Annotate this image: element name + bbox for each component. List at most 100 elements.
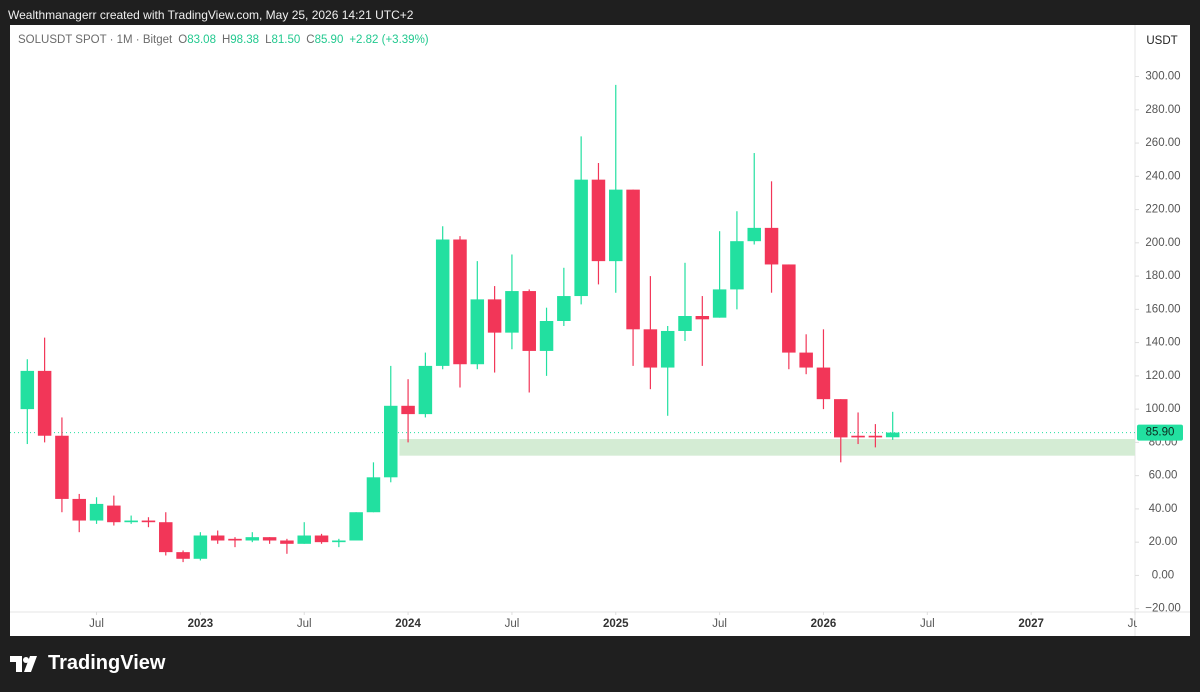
candle-body <box>591 179 606 262</box>
y-tick-label: 220.00 <box>1145 204 1180 216</box>
candle-body <box>487 299 502 333</box>
candle-body <box>747 227 761 242</box>
x-tick-label: 2024 <box>395 618 421 630</box>
candle-body <box>539 320 554 351</box>
x-tick-label: Jul <box>920 618 935 630</box>
candle-body <box>678 316 692 331</box>
candle-body <box>712 289 727 318</box>
ohlc-value: 85.90 <box>314 34 344 46</box>
x-tick-label: Jul <box>89 618 104 630</box>
x-tick-label: 2026 <box>811 618 837 630</box>
last-price-label: 85.90 <box>1146 427 1175 439</box>
y-tick-label: 240.00 <box>1145 170 1180 182</box>
time-axis: Jul 2023 Jul 2024 Jul 2025 Jul 2026 Jul 2027 Jul <box>89 612 1143 630</box>
ohlc-item: O83.08 <box>178 34 216 46</box>
price-axis: −20.000.0020.0040.0060.0080.00100.00120.… <box>1135 71 1183 615</box>
y-tick-label: 0.00 <box>1152 569 1174 581</box>
chart-panel <box>10 25 1190 636</box>
candle-body <box>660 330 675 368</box>
candle-body <box>643 329 658 368</box>
candle-body <box>176 552 190 559</box>
candle-body <box>20 370 35 410</box>
ohlc-value: 83.08 <box>187 34 216 46</box>
y-tick-label: 160.00 <box>1145 303 1180 315</box>
candle-body <box>470 299 485 365</box>
footer: TradingView <box>10 652 165 675</box>
candle-body <box>366 477 381 513</box>
y-tick-label: 260.00 <box>1145 137 1180 149</box>
candle-body <box>834 399 848 438</box>
candle-body <box>193 535 208 559</box>
candle-body <box>297 535 311 544</box>
ohlc-item: C85.90 <box>306 34 343 46</box>
ohlc-value: 98.38 <box>230 34 260 46</box>
y-tick-label: 200.00 <box>1145 237 1180 249</box>
brand-logo <box>10 655 37 672</box>
brand-name: TradingView <box>48 652 166 674</box>
candle-body <box>332 540 346 543</box>
legend: SOLUSDT SPOT · 1M · Bitget O83.08 H98.38 L… <box>18 34 429 46</box>
candle-body <box>55 435 69 499</box>
symbol-title: SOLUSDT SPOT · 1M · Bitget <box>18 34 173 46</box>
candle-body <box>851 435 865 438</box>
x-tick-label: Jul <box>505 618 520 630</box>
y-tick-label: 20.00 <box>1149 536 1178 548</box>
candle-body <box>280 540 294 544</box>
ohlc-item: L81.50 <box>265 34 300 46</box>
candle-body <box>695 316 710 320</box>
y-tick-label: 120.00 <box>1145 370 1180 382</box>
currency-label: USDT <box>1146 35 1177 47</box>
candle-body <box>730 241 744 290</box>
y-tick-label: 100.00 <box>1145 403 1180 415</box>
candle-body <box>89 503 104 521</box>
candle-body <box>453 239 467 365</box>
y-tick-label: 300.00 <box>1145 71 1180 83</box>
candle-body <box>609 189 623 262</box>
candle-body <box>435 239 450 366</box>
ohlc-value: +2.82 (+3.39%) <box>349 34 429 46</box>
candle-body <box>349 512 363 541</box>
candle-body <box>314 535 329 543</box>
candle-body <box>868 435 883 438</box>
candle-body <box>799 352 813 368</box>
candle-body <box>384 405 398 478</box>
candle-body <box>228 538 242 541</box>
candle-body <box>505 291 519 333</box>
candle-body <box>522 291 536 351</box>
x-tick-label: Jul <box>712 618 727 630</box>
candle-body <box>816 367 831 400</box>
candle-body <box>37 370 52 436</box>
candle-body <box>885 432 900 438</box>
y-tick-label: 180.00 <box>1145 270 1180 282</box>
candle-body <box>574 179 588 297</box>
y-tick-label: 140.00 <box>1145 337 1180 349</box>
candle-body <box>245 537 260 541</box>
x-tick-label: 2023 <box>188 618 214 630</box>
ohlc-value: 81.50 <box>271 34 301 46</box>
candle-body <box>107 505 121 523</box>
candle-body <box>557 296 571 321</box>
x-tick-label: 2027 <box>1018 618 1044 630</box>
last-price-tag <box>1137 424 1183 441</box>
ohlc-key: O <box>178 34 188 46</box>
x-tick-label: 2025 <box>603 618 629 630</box>
x-tick-label: Jul <box>297 618 312 630</box>
candle-body <box>764 227 779 265</box>
y-tick-label: 40.00 <box>1149 503 1178 515</box>
candle-body <box>782 264 796 353</box>
plot-area <box>10 84 1135 563</box>
candle-body <box>124 520 138 523</box>
ohlc-item: H98.38 <box>222 34 259 46</box>
ohlc-key: C <box>306 34 315 46</box>
x-tick-label: Jul <box>1128 618 1143 630</box>
support-zone <box>399 439 1135 456</box>
y-tick-label: 280.00 <box>1145 104 1180 116</box>
candle-body <box>262 537 277 541</box>
ohlc-key: H <box>221 34 231 46</box>
candle-body <box>159 522 173 553</box>
candle-body <box>401 405 415 415</box>
candle-body <box>141 520 156 523</box>
candle-body <box>418 365 433 415</box>
attribution: Wealthmanagerr created with TradingView.… <box>8 8 414 22</box>
